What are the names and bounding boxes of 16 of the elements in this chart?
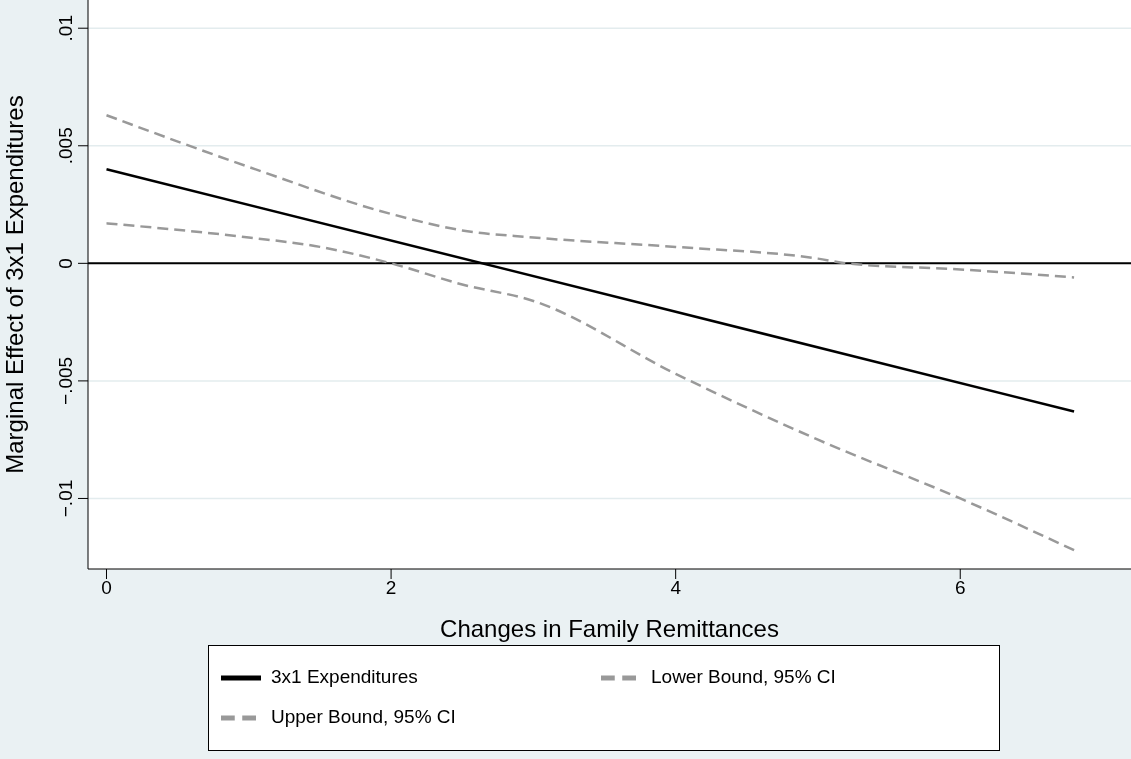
legend-label: 3x1 Expenditures — [271, 666, 418, 688]
x-tick-label: 6 — [954, 577, 966, 599]
line-series — [105, 113, 1076, 279]
x-tick-label: 0 — [101, 577, 112, 599]
x-tick-label: 4 — [670, 577, 682, 599]
legend-label: Lower Bound, 95% CI — [651, 666, 836, 688]
y-tick-label: 0 — [55, 258, 76, 269]
x-tick-label: 2 — [385, 577, 397, 599]
y-tick-label: .005 — [55, 127, 76, 165]
y-axis-title: Marginal Effect of 3x1 Expenditures — [0, 95, 28, 474]
line-series — [105, 222, 1076, 552]
legend-label: Upper Bound, 95% CI — [271, 706, 456, 728]
x-axis-title: Changes in Family Remittances — [440, 615, 779, 642]
y-tick-label: −.01 — [55, 479, 76, 518]
y-tick-label: −.005 — [55, 356, 76, 405]
y-tick-label: .01 — [55, 15, 76, 42]
